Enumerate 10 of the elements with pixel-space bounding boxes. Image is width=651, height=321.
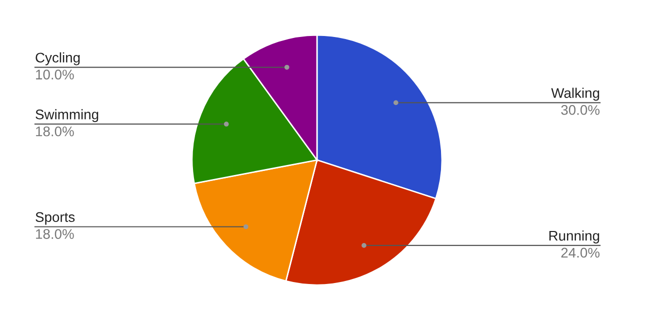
slice-label: Swimming	[36, 109, 98, 122]
data-label: 18.0%	[36, 126, 74, 136]
data-label: 18.0%	[36, 229, 74, 239]
slice-label: Walking	[551, 88, 600, 101]
slice-label: Sports	[36, 212, 75, 225]
slice-label: Running	[549, 230, 600, 244]
data-label: 30.0%	[561, 105, 600, 115]
data-label: 24.0%	[561, 248, 600, 258]
data-label: 10.0%	[36, 70, 74, 80]
slice-label: Cycling	[36, 52, 80, 66]
